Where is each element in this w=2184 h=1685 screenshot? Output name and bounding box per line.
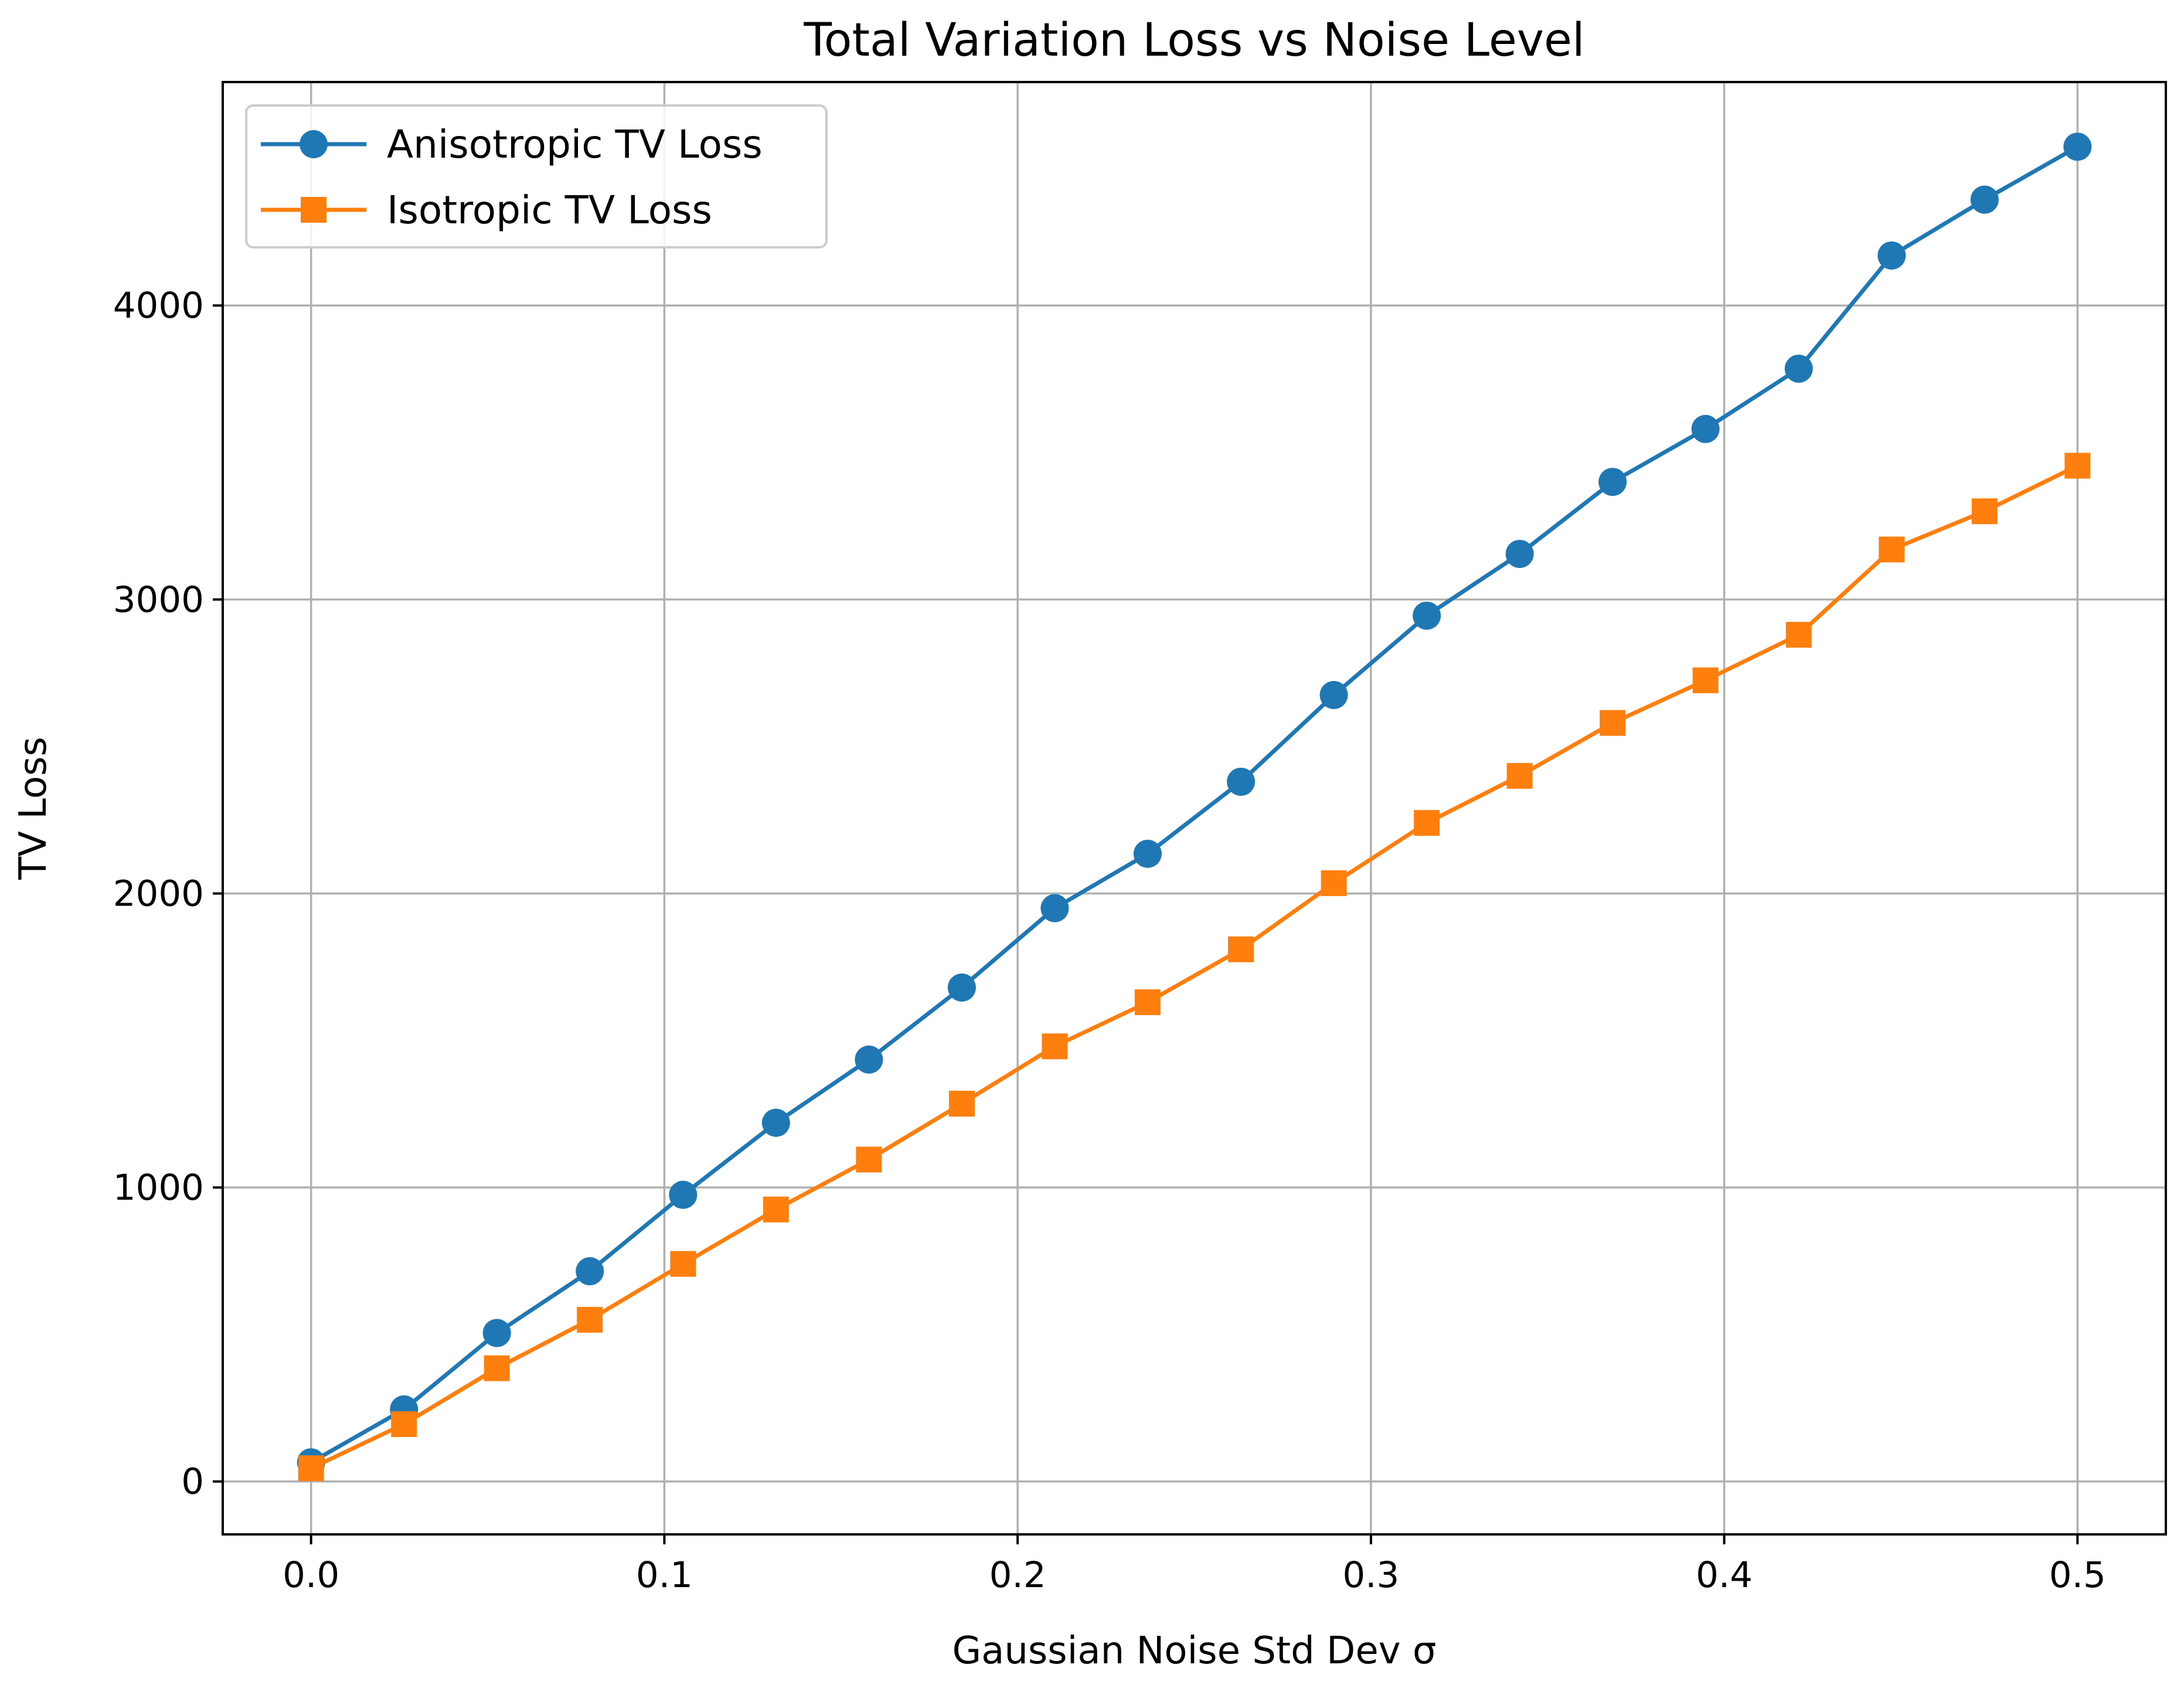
legend-label: Anisotropic TV Loss [387, 122, 763, 167]
data-point [1133, 839, 1162, 868]
data-point [1692, 667, 1719, 693]
legend-marker [300, 130, 328, 158]
x-axis-title: Gaussian Noise Std Dev σ [952, 1629, 1437, 1673]
series-line [309, 145, 2079, 1465]
data-point [1785, 622, 1812, 648]
data-point [482, 1319, 511, 1347]
data-point [1600, 710, 1626, 736]
series-anisotropic [297, 132, 2092, 1477]
series-isotropic [298, 452, 2091, 1482]
legend-label: Isotropic TV Loss [387, 188, 712, 233]
x-tick-label: 0.3 [1342, 1554, 1399, 1596]
legend: Anisotropic TV Loss Isotropic TV Loss [245, 104, 828, 249]
x-tick-label: 0.1 [636, 1554, 693, 1596]
data-point [855, 1045, 883, 1074]
data-point [1321, 870, 1347, 896]
legend-box [245, 104, 828, 249]
series-group [297, 132, 2092, 1482]
data-point [761, 1108, 790, 1137]
data-point [1227, 767, 1256, 796]
data-point [1040, 894, 1069, 923]
chart-title: Total Variation Loss vs Noise Level [803, 14, 1584, 67]
data-point [1042, 1033, 1068, 1060]
data-point [948, 1091, 975, 1117]
data-point [1691, 414, 1720, 443]
data-point [577, 1306, 603, 1333]
x-tick-label: 0.5 [2049, 1554, 2106, 1596]
data-point [1134, 989, 1161, 1016]
x-tick-label: 0.2 [989, 1554, 1046, 1596]
x-tick-label: 0.4 [1696, 1554, 1753, 1596]
data-point [1879, 536, 1905, 563]
y-tick-label: 2000 [113, 873, 204, 914]
series-line [310, 464, 2078, 1470]
axis-ticks: 0.0 0.1 0.2 0.3 0.4 0.5 0 1000 2000 3000 4000 [113, 285, 2106, 1596]
data-point [1506, 762, 1533, 789]
data-point [2064, 452, 2091, 479]
data-point [669, 1180, 698, 1209]
data-point [298, 1455, 324, 1482]
data-point [1319, 680, 1348, 709]
y-tick-label: 4000 [113, 285, 204, 326]
data-point [1414, 810, 1440, 836]
data-point [947, 973, 976, 1002]
data-point [763, 1196, 789, 1223]
data-point [670, 1251, 696, 1277]
y-tick-label: 3000 [113, 579, 204, 621]
y-tick-label: 0 [181, 1461, 204, 1503]
legend-marker [301, 197, 326, 223]
data-point [2063, 132, 2092, 161]
grid [223, 82, 2166, 1534]
data-point [1877, 241, 1906, 270]
data-point [391, 1411, 417, 1437]
x-tick-label: 0.0 [283, 1554, 339, 1596]
data-point [1505, 540, 1534, 569]
y-axis-title: TV Loss [12, 737, 55, 880]
data-point [484, 1355, 510, 1381]
data-point [1228, 936, 1254, 962]
data-point [1971, 498, 1998, 525]
data-point [1784, 355, 1813, 383]
data-point [1598, 468, 1627, 496]
data-point [576, 1257, 604, 1286]
data-point [1413, 601, 1441, 630]
data-point [856, 1146, 882, 1173]
plot-area-frame [222, 81, 2167, 1536]
y-tick-label: 1000 [113, 1167, 204, 1209]
data-point [1970, 185, 1999, 214]
